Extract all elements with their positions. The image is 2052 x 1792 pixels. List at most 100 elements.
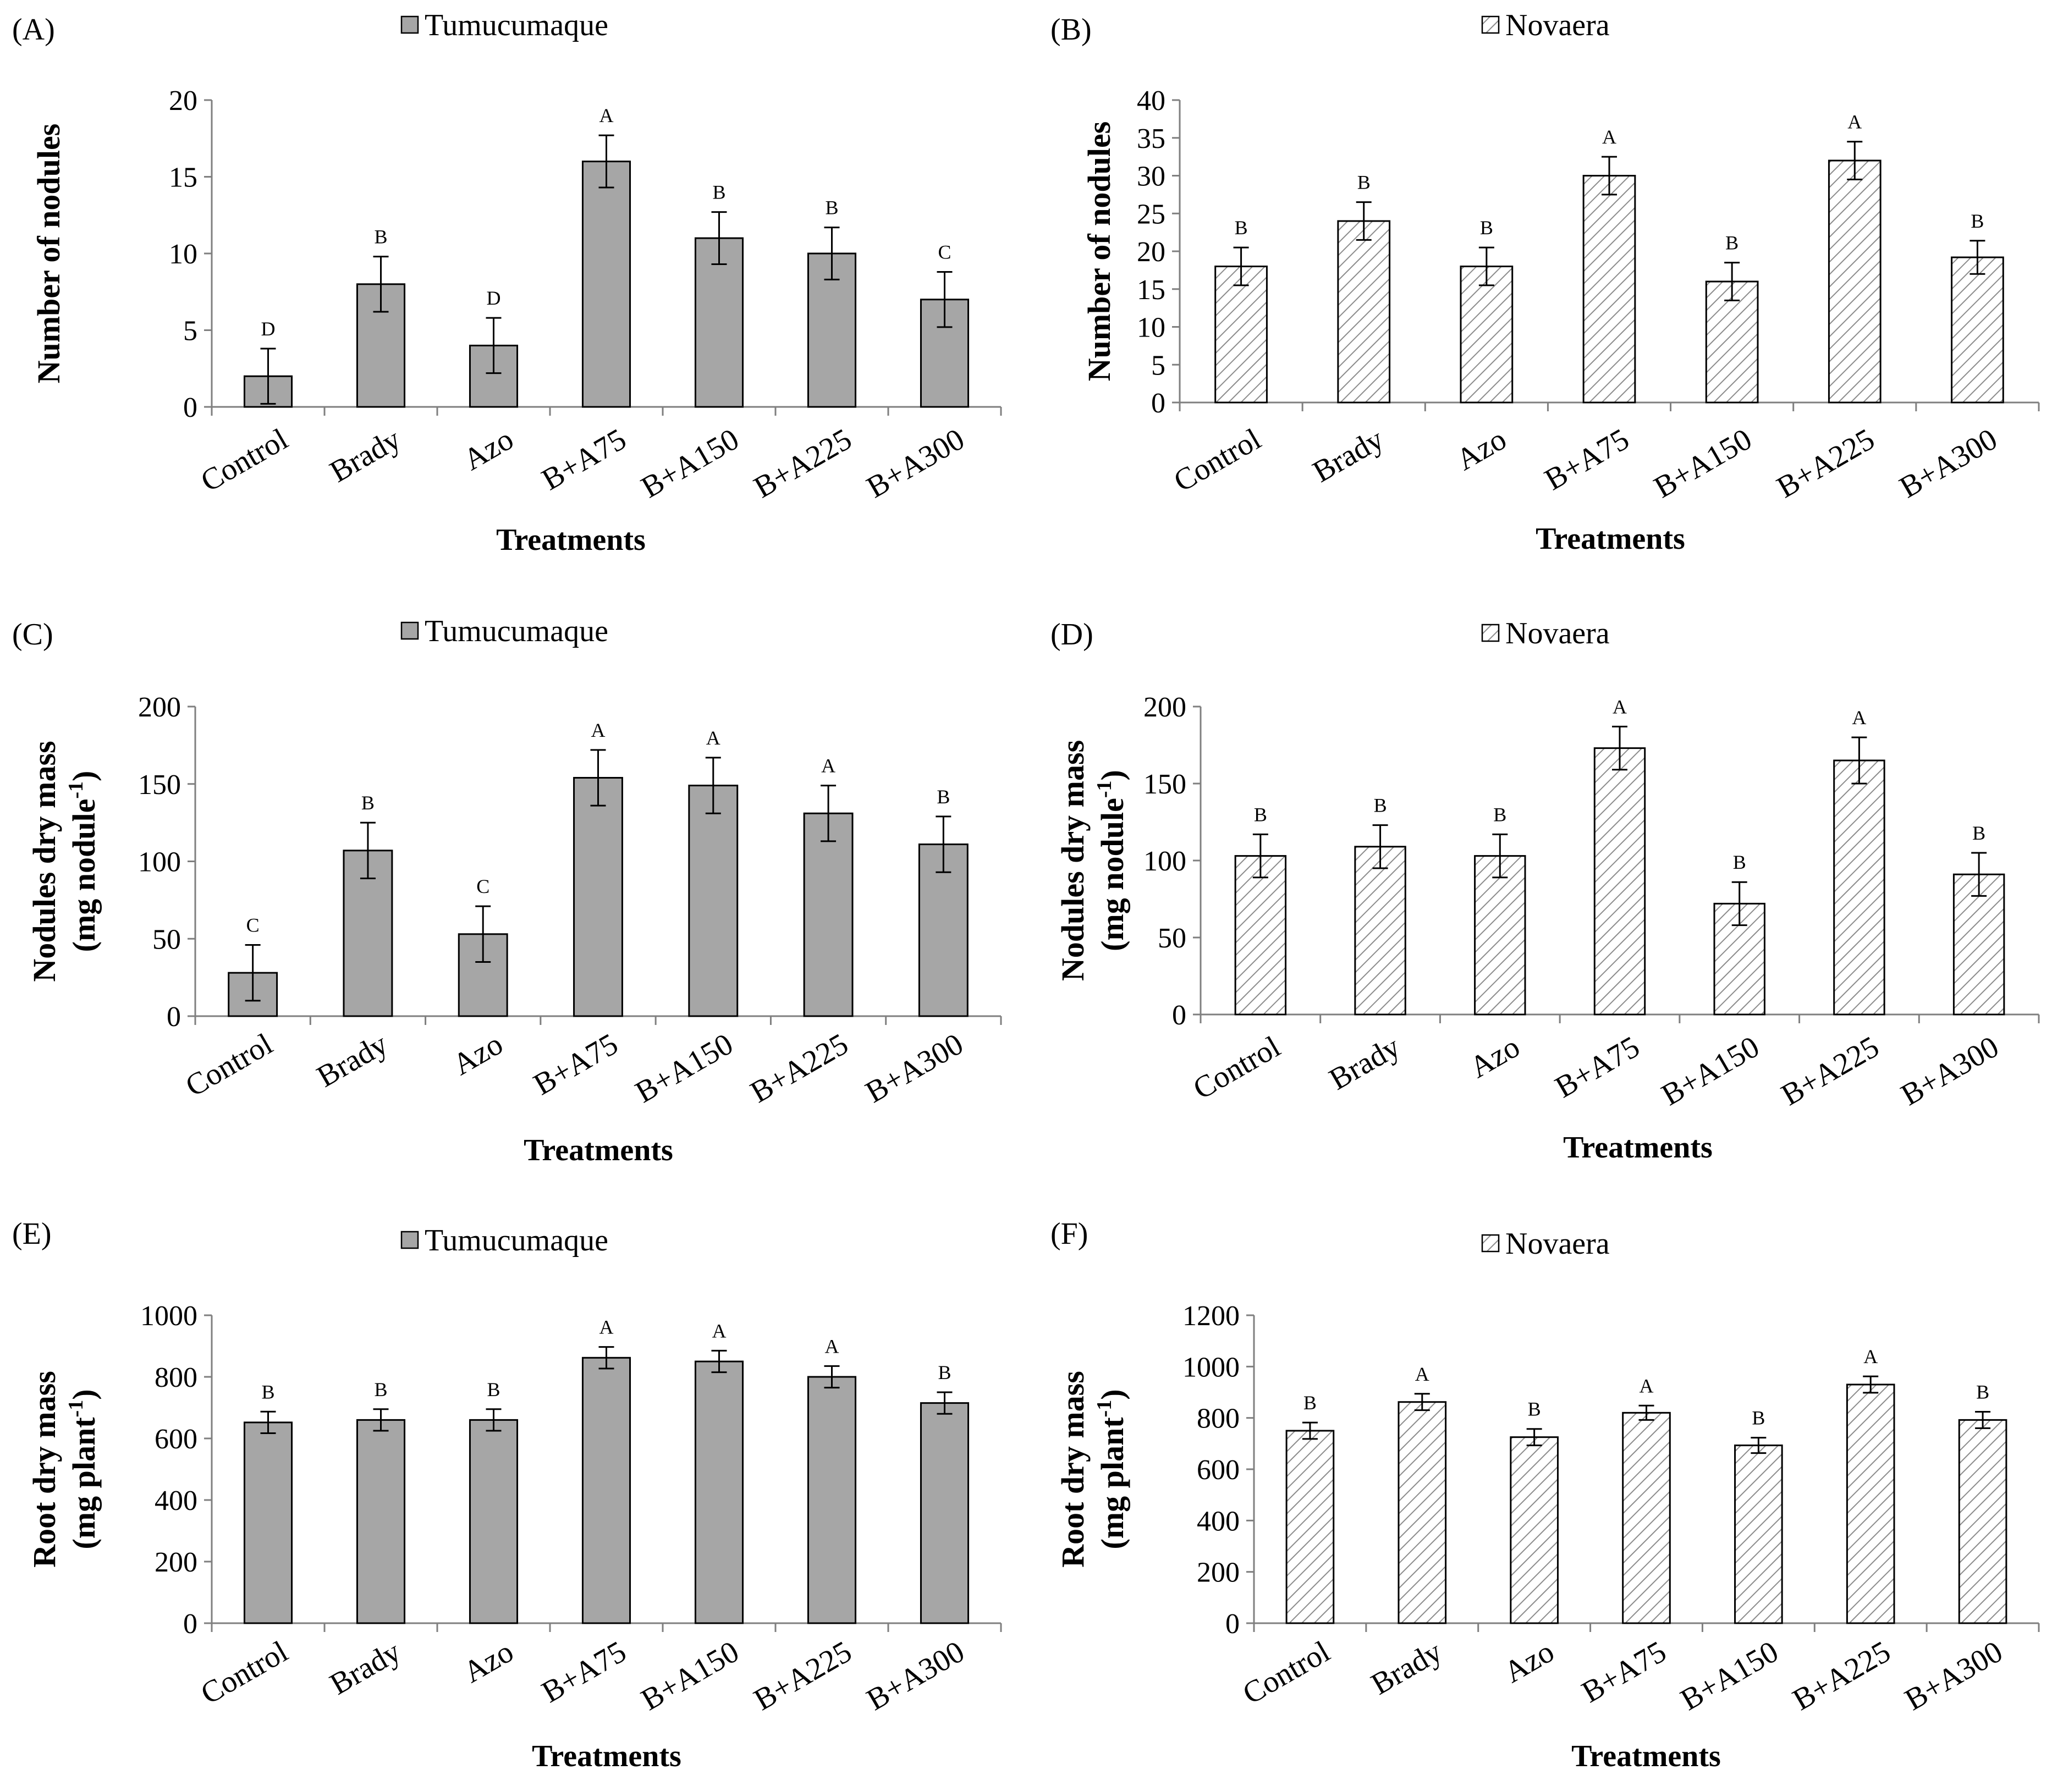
legend-label: Tumucumaque xyxy=(425,614,608,648)
y-axis-title: Number of nodules xyxy=(1081,122,1117,382)
y-tick-label: 1000 xyxy=(140,1300,197,1332)
x-axis-title: Treatments xyxy=(496,523,646,557)
bar-B+A75 xyxy=(1622,1411,1671,1624)
significance-letter: B xyxy=(1493,803,1506,825)
y-tick-label: 0 xyxy=(1225,1608,1240,1640)
significance-letter: A xyxy=(821,755,835,777)
significance-letter: B xyxy=(1528,1398,1541,1420)
category-label: Brady xyxy=(324,1635,406,1702)
error-bar xyxy=(373,1408,389,1432)
panel-label: (E) xyxy=(12,1217,52,1251)
y-tick-label: 30 xyxy=(1137,161,1165,192)
legend: Novaera xyxy=(1481,8,1610,42)
error-bar xyxy=(260,348,276,405)
significance-letter: B xyxy=(374,1379,387,1400)
bar-B+A225 xyxy=(1828,159,1882,404)
bar-Azo xyxy=(1460,266,1514,404)
significance-letter: B xyxy=(1374,795,1387,817)
category-label: Control xyxy=(180,1027,278,1104)
bar-B+A300 xyxy=(1951,256,2004,404)
category-label: B+A75 xyxy=(1576,1635,1672,1710)
category-label: Control xyxy=(195,422,294,499)
y-tick-label: 50 xyxy=(152,924,181,955)
significance-letter: C xyxy=(938,241,951,263)
category-label: B+A300 xyxy=(1899,1635,2008,1717)
y-axis-title: Nodules dry mass (mg nodule-1) xyxy=(1055,740,1130,981)
category-label: Azo xyxy=(458,1635,519,1690)
y-axis-title-line1: Nodules dry mass xyxy=(26,741,62,982)
x-axis-title: Treatments xyxy=(532,1739,681,1773)
category-label: Brady xyxy=(1324,1030,1406,1097)
y-axis-title-line1: Root dry mass xyxy=(1055,1371,1091,1568)
error-bar xyxy=(1233,246,1249,286)
legend: Tumucumaque xyxy=(400,1223,608,1258)
y-axis-title: Nodules dry mass (mg nodule-1) xyxy=(26,741,102,982)
x-axis-title: Treatments xyxy=(1536,522,1685,556)
bar-Brady xyxy=(356,1419,406,1624)
category-label: B+A225 xyxy=(749,422,857,505)
error-bar xyxy=(711,211,727,266)
panel-label: (B) xyxy=(1050,13,1092,47)
legend: Novaera xyxy=(1481,616,1610,650)
error-bar xyxy=(1724,262,1740,301)
significance-letter: B xyxy=(1235,217,1248,239)
bar-Control xyxy=(1214,266,1268,404)
legend-swatch xyxy=(1481,624,1500,642)
bar-Brady xyxy=(1354,846,1406,1016)
y-tick-label: 20 xyxy=(169,85,197,117)
significance-letter: B xyxy=(825,197,838,219)
y-axis-unit-superscript: -1 xyxy=(1093,1400,1116,1418)
y-tick-label: 10 xyxy=(169,239,197,270)
y-tick-label: 10 xyxy=(1137,312,1165,344)
legend-label: Tumucumaque xyxy=(425,8,608,42)
y-tick-label: 600 xyxy=(155,1424,197,1455)
category-label: B+A75 xyxy=(1539,422,1635,497)
category-label: B+A75 xyxy=(1549,1030,1645,1105)
y-axis-unit-superscript: -1 xyxy=(1093,780,1116,798)
error-bar xyxy=(1602,156,1617,196)
category-label: B+A75 xyxy=(536,1635,632,1710)
error-bar xyxy=(360,821,376,879)
significance-letter: A xyxy=(712,1320,727,1342)
error-bar xyxy=(1526,1428,1542,1447)
significance-letter: B xyxy=(374,226,387,248)
bar-B+A75 xyxy=(1582,175,1636,404)
y-tick-label: 200 xyxy=(138,692,181,723)
y-axis-unit: (mg plant xyxy=(1094,1417,1130,1550)
y-tick-label: 35 xyxy=(1137,123,1165,155)
error-bar xyxy=(598,1346,614,1370)
panel-label: (A) xyxy=(12,13,55,47)
error-bar xyxy=(486,1408,502,1432)
bar-Brady xyxy=(1398,1401,1447,1624)
significance-letter: B xyxy=(937,786,950,808)
y-tick-label: 150 xyxy=(1143,769,1186,800)
error-bar xyxy=(1492,833,1508,879)
error-bar xyxy=(936,815,951,873)
x-axis-title: Treatments xyxy=(524,1133,673,1167)
y-tick-label: 200 xyxy=(155,1547,197,1578)
significance-letter: B xyxy=(1480,217,1493,239)
error-bar xyxy=(475,905,491,963)
bar-B+A150 xyxy=(1705,280,1759,404)
category-label: Azo xyxy=(447,1027,509,1082)
category-label: B+A150 xyxy=(1675,1635,1784,1717)
legend-swatch xyxy=(1481,1234,1500,1253)
error-bar xyxy=(824,227,840,280)
significance-letter: A xyxy=(591,719,606,741)
significance-letter: A xyxy=(1852,707,1866,729)
legend-label: Novaera xyxy=(1505,616,1610,650)
y-axis-title: Number of nodules xyxy=(31,124,67,384)
y-tick-label: 1200 xyxy=(1182,1300,1240,1332)
significance-letter: A xyxy=(1640,1375,1654,1397)
significance-letter: A xyxy=(825,1335,839,1357)
y-tick-label: 40 xyxy=(1137,85,1165,117)
y-tick-label: 5 xyxy=(183,316,197,347)
y-axis-unit: (mg nodule xyxy=(66,799,102,952)
y-tick-label: 0 xyxy=(167,1001,181,1033)
y-tick-label: 200 xyxy=(1197,1557,1240,1589)
bar-B+A150 xyxy=(688,785,739,1017)
significance-letter: B xyxy=(1254,803,1267,825)
category-label: B+A225 xyxy=(1775,1030,1884,1112)
category-label: Azo xyxy=(1451,422,1512,477)
error-bar xyxy=(1970,240,1985,275)
